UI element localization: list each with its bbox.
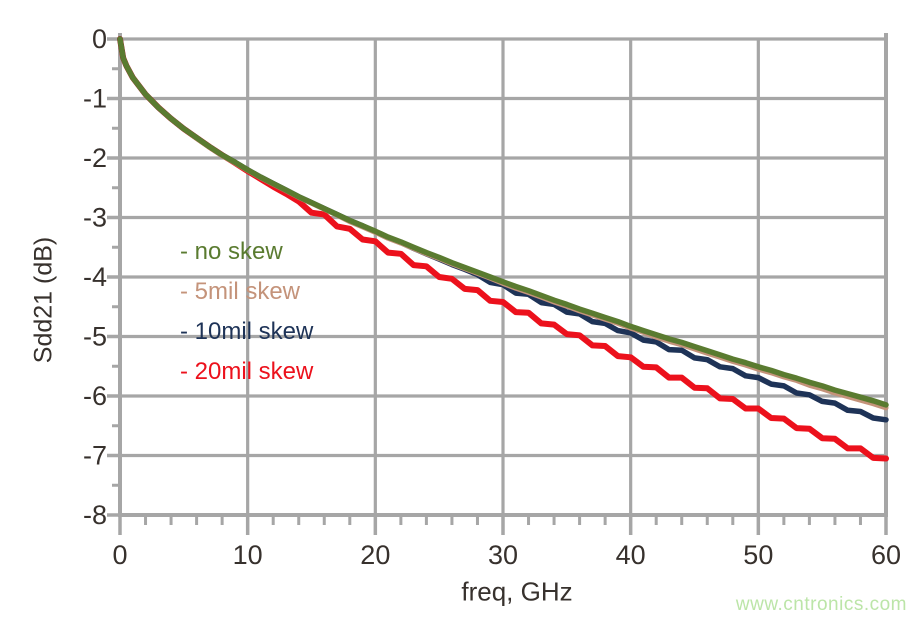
legend-item-no-skew: - no skew (180, 232, 313, 272)
legend-label-20mil-skew: - 20mil skew (180, 358, 314, 385)
y-tick-label-0: 0 (92, 24, 107, 54)
legend-item-20mil-skew: - 20mil skew (180, 352, 313, 392)
x-tick-label-10: 10 (233, 540, 263, 570)
x-tick-label-30: 30 (488, 540, 518, 570)
y-tick-label--8: -8 (83, 500, 107, 530)
legend-label-5mil-skew: - 5mil skew (180, 278, 301, 305)
y-tick-label--5: -5 (83, 322, 107, 352)
x-tick-label-40: 40 (616, 540, 646, 570)
x-tick-label-0: 0 (112, 540, 127, 570)
curve-no-skew (117, 36, 889, 408)
legend: - no skew - 5mil skew - 10mil skew - 20m… (180, 232, 313, 392)
legend-label-no-skew: - no skew (180, 238, 283, 265)
y-tick-label--3: -3 (83, 203, 107, 233)
legend-item-5mil-skew: - 5mil skew (180, 272, 313, 312)
y-tick-label--6: -6 (83, 381, 107, 411)
watermark-text: www.cntronics.com (735, 594, 907, 615)
x-axis-title: freq, GHz (461, 576, 573, 607)
x-tick-label-50: 50 (743, 540, 773, 570)
y-tick-label--1: -1 (83, 84, 107, 114)
legend-item-10mil-skew: - 10mil skew (180, 312, 313, 352)
x-tick-label-20: 20 (360, 540, 390, 570)
y-tick-label--7: -7 (83, 441, 107, 471)
y-axis-title: Sdd21 (dB) (29, 236, 58, 364)
legend-label-10mil-skew: - 10mil skew (180, 318, 314, 345)
y-tick-label--4: -4 (83, 262, 107, 292)
y-tick-label--2: -2 (83, 143, 107, 173)
x-tick-label-60: 60 (871, 540, 901, 570)
